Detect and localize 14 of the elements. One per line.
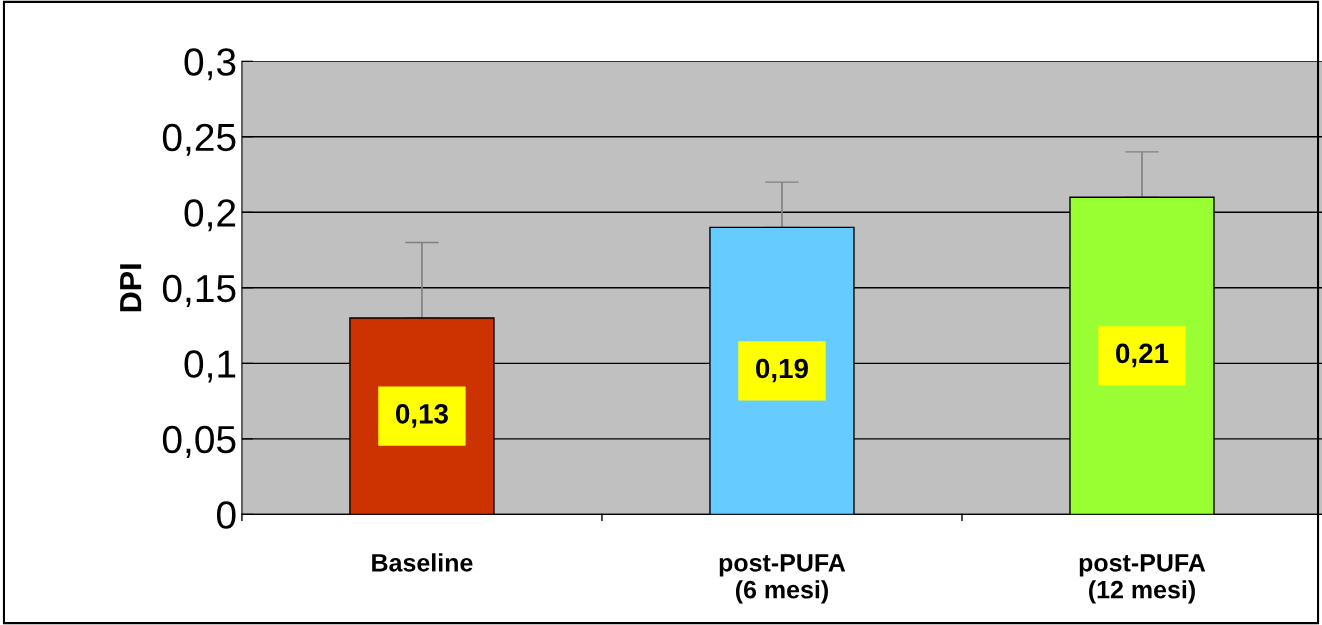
x-tick-label: Baseline [372,553,473,572]
y-tick-label: 0,3 [184,48,236,81]
data-label: 0,21 [1116,343,1169,368]
data-label: 0,13 [396,403,448,428]
y-axis-title: DPI [120,264,142,312]
y-tick-label: 0 [216,501,236,529]
x-tick-label: post-PUFA (12 mesi) [1079,554,1206,604]
y-tick-label: 0,05 [162,425,236,458]
x-tick-label: post-PUFA (6 mesi) [719,554,846,604]
y-tick-label: 0,2 [184,199,236,232]
y-tick-label: 0,25 [162,123,236,156]
y-tick-label: 0,1 [184,350,236,383]
y-tick-label: 0,15 [162,274,236,307]
data-label: 0,19 [756,358,808,383]
